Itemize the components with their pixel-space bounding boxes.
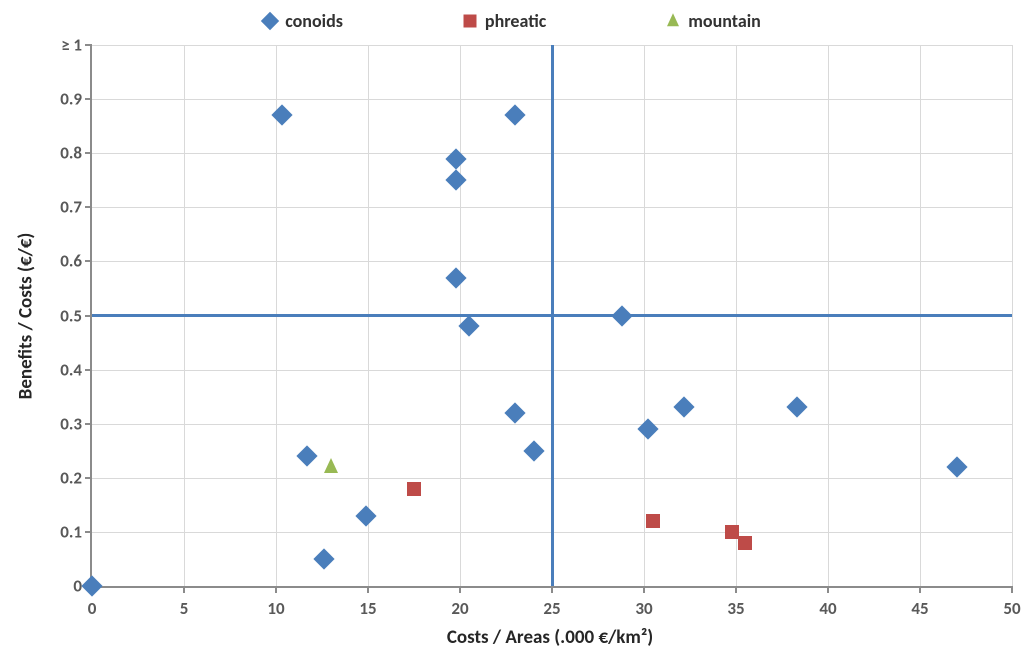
gridline-v [1012,45,1013,586]
x-tick-mark [367,586,369,593]
y-tick-mark [85,206,92,208]
y-tick-mark [85,152,92,154]
y-tick-mark [85,315,92,317]
x-tick-mark [827,586,829,593]
y-tick-label: 0.2 [60,467,82,488]
triangle-icon [666,14,680,28]
legend: conoids phreatic mountain [0,6,1024,36]
x-tick-label: 5 [180,598,189,619]
x-tick-label: 0 [88,598,97,619]
x-tick-mark [275,586,277,593]
x-tick-mark [183,586,185,593]
x-tick-label: 10 [267,598,284,619]
x-tick-mark [459,586,461,593]
x-tick-mark [551,586,553,593]
scatter-chart: conoidsphreaticmountain 00.10.20.30.40.5… [0,0,1024,663]
y-tick-label: 0.8 [60,143,82,164]
y-tick-mark [85,369,92,371]
y-tick-mark [85,531,92,533]
square-icon [463,14,477,28]
x-tick-label: 40 [819,598,836,619]
x-tick-mark [919,586,921,593]
y-tick-label: ≥ 1 [61,35,82,56]
y-tick-label: 0.1 [60,521,82,542]
reference-line-vertical [551,45,554,586]
y-tick-mark [85,477,92,479]
legend-item-mountain: mountain [666,10,761,32]
legend-label: phreatic [485,10,546,32]
y-tick-mark [85,44,92,46]
y-tick-label: 0.3 [60,413,82,434]
x-tick-label: 50 [1003,598,1020,619]
y-tick-label: 0.5 [60,305,82,326]
x-tick-mark [1011,586,1013,593]
x-tick-label: 15 [359,598,376,619]
x-tick-label: 45 [911,598,928,619]
x-tick-label: 25 [543,598,560,619]
y-tick-label: 0.4 [60,359,82,380]
y-tick-mark [85,260,92,262]
y-axis-label: Benefits / Costs (€/€) [15,232,38,399]
x-tick-label: 20 [451,598,468,619]
plot-area: 00.10.20.30.40.50.60.70.80.9≥ 1051015202… [90,45,1012,588]
legend-item-conoids: conoids [263,10,343,32]
x-tick-label: 35 [727,598,744,619]
legend-item-phreatic: phreatic [463,10,546,32]
diamond-icon [263,14,277,28]
y-tick-mark [85,423,92,425]
legend-label: conoids [285,10,343,32]
y-tick-label: 0.6 [60,251,82,272]
x-tick-mark [735,586,737,593]
y-tick-label: 0.9 [60,89,82,110]
x-axis-label: Costs / Areas (.000 €/km²) [447,626,653,649]
y-tick-mark [85,98,92,100]
x-tick-mark [643,586,645,593]
x-tick-label: 30 [635,598,652,619]
y-tick-label: 0.7 [60,197,82,218]
legend-label: mountain [688,10,761,32]
